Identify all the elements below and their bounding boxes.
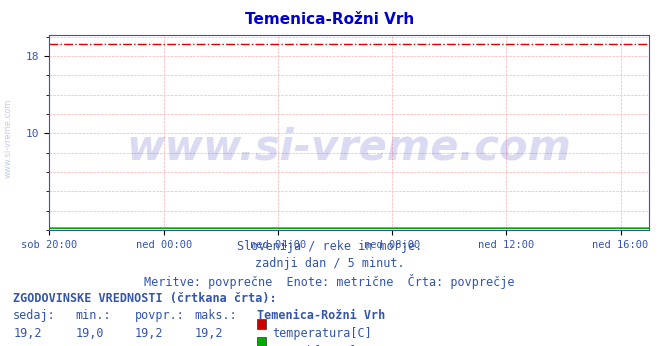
- Text: pretok[m3/s]: pretok[m3/s]: [272, 345, 358, 346]
- Text: povpr.:: povpr.:: [135, 309, 185, 322]
- Text: Temenica-Rožni Vrh: Temenica-Rožni Vrh: [245, 12, 414, 27]
- Text: 19,2: 19,2: [194, 327, 223, 340]
- Text: temperatura[C]: temperatura[C]: [272, 327, 372, 340]
- Text: www.si-vreme.com: www.si-vreme.com: [3, 99, 13, 178]
- Text: Meritve: povprečne  Enote: metrične  Črta: povprečje: Meritve: povprečne Enote: metrične Črta:…: [144, 274, 515, 289]
- Text: www.si-vreme.com: www.si-vreme.com: [127, 127, 572, 169]
- Text: 0,2: 0,2: [194, 345, 215, 346]
- Text: Slovenija / reke in morje.: Slovenija / reke in morje.: [237, 240, 422, 254]
- Text: 0,1: 0,1: [76, 345, 97, 346]
- Text: maks.:: maks.:: [194, 309, 237, 322]
- Text: 19,2: 19,2: [135, 327, 163, 340]
- Text: sedaj:: sedaj:: [13, 309, 56, 322]
- Text: min.:: min.:: [76, 309, 111, 322]
- Text: 19,0: 19,0: [76, 327, 104, 340]
- Text: Temenica-Rožni Vrh: Temenica-Rožni Vrh: [257, 309, 386, 322]
- Text: 19,2: 19,2: [13, 327, 42, 340]
- Text: zadnji dan / 5 minut.: zadnji dan / 5 minut.: [254, 257, 405, 270]
- Text: 0,2: 0,2: [135, 345, 156, 346]
- Text: 0,2: 0,2: [13, 345, 34, 346]
- Text: ZGODOVINSKE VREDNOSTI (črtkana črta):: ZGODOVINSKE VREDNOSTI (črtkana črta):: [13, 292, 277, 306]
